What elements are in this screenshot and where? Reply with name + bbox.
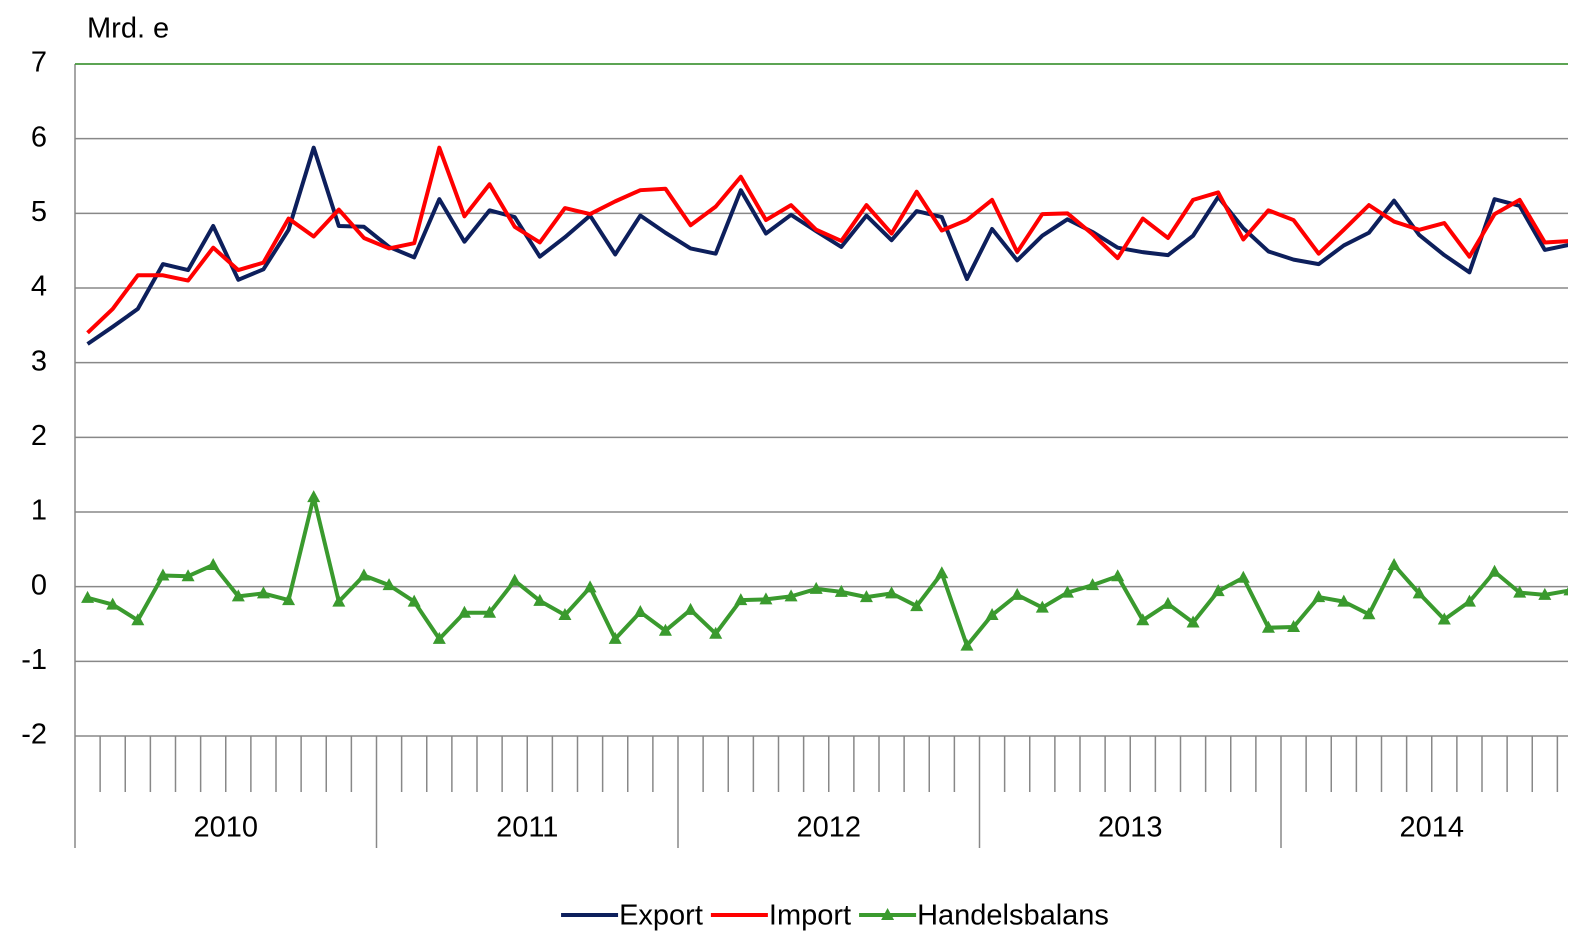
- point-marker: [960, 638, 974, 651]
- point-marker: [1111, 569, 1125, 582]
- axes: -2 -1 0 1 2 3 4 5 6 7 2010 2011 2012 2013 2014: [21, 47, 1568, 848]
- point-marker: [457, 605, 471, 618]
- y-tick-label: 4: [31, 271, 47, 303]
- point-marker: [407, 594, 421, 607]
- point-marker: [734, 593, 748, 606]
- legend-item: Handelsbalans: [859, 900, 1109, 932]
- series-line: [86, 145, 1568, 335]
- point-marker: [859, 590, 873, 603]
- point-marker: [1538, 587, 1552, 600]
- point-marker: [1362, 607, 1376, 620]
- point-marker: [583, 580, 597, 593]
- y-tick-label: 2: [31, 420, 47, 452]
- legend-label: Export: [619, 900, 703, 932]
- point-marker: [1287, 619, 1301, 632]
- point-marker: [834, 584, 848, 597]
- plot: [81, 145, 1568, 651]
- point-marker: [1337, 594, 1351, 607]
- point-marker: [658, 623, 672, 636]
- point-marker: [1010, 587, 1024, 600]
- point-marker: [1387, 558, 1401, 571]
- point-marker: [558, 608, 572, 621]
- point-marker: [483, 605, 497, 618]
- point-marker: [1437, 612, 1451, 625]
- point-marker: [885, 586, 899, 599]
- point-marker: [1211, 584, 1225, 597]
- point-marker: [382, 578, 396, 591]
- point-marker: [1513, 585, 1527, 598]
- point-marker: [533, 593, 547, 606]
- y-tick-label: 3: [31, 345, 47, 377]
- point-marker: [181, 569, 195, 582]
- point-marker: [1161, 596, 1175, 609]
- point-marker: [231, 589, 245, 602]
- series-line: [86, 145, 1568, 346]
- year-label: 2012: [796, 812, 861, 844]
- point-marker: [357, 568, 371, 581]
- legend-item: Export: [561, 900, 703, 932]
- point-marker: [307, 490, 321, 503]
- point-marker: [1136, 613, 1150, 626]
- point-marker: [608, 631, 622, 644]
- point-marker: [910, 599, 924, 612]
- y-tick-label: 5: [31, 196, 47, 228]
- point-marker: [709, 626, 723, 639]
- y-tick-label: 7: [31, 47, 47, 79]
- point-marker: [1060, 585, 1074, 598]
- point-marker: [156, 568, 170, 581]
- point-marker: [985, 608, 999, 621]
- year-label: 2011: [496, 812, 558, 844]
- point-marker: [1312, 590, 1326, 603]
- year-label: 2014: [1399, 812, 1464, 844]
- year-label: 2010: [193, 812, 258, 844]
- legend-item: Import: [710, 900, 851, 932]
- y-tick-label: 0: [31, 569, 47, 601]
- point-marker: [206, 558, 220, 571]
- y-tick-label: 6: [31, 121, 47, 153]
- point-marker: [332, 594, 346, 607]
- point-marker: [81, 590, 95, 603]
- point-marker: [684, 602, 698, 615]
- series-line: [87, 495, 1568, 648]
- point-marker: [1236, 570, 1250, 583]
- point-marker: [809, 581, 823, 594]
- point-marker: [1186, 615, 1200, 628]
- point-marker: [131, 613, 145, 626]
- point-marker: [1035, 600, 1049, 613]
- legend-marker: [881, 908, 895, 920]
- legend-label: Import: [769, 900, 851, 932]
- point-marker: [1261, 620, 1275, 633]
- unit-label: Mrd. e: [87, 13, 169, 45]
- point-marker: [935, 566, 949, 579]
- point-marker: [759, 592, 773, 605]
- point-marker: [1462, 594, 1476, 607]
- point-marker: [784, 589, 798, 602]
- y-tick-label: 1: [31, 495, 47, 527]
- point-marker: [508, 573, 522, 586]
- point-marker: [1412, 586, 1426, 599]
- year-label: 2013: [1098, 812, 1163, 844]
- point-marker: [1086, 578, 1100, 591]
- point-marker: [1488, 564, 1502, 577]
- grid: [75, 63, 1568, 737]
- point-marker: [432, 631, 446, 644]
- point-marker: [106, 597, 120, 610]
- point-marker: [633, 605, 647, 618]
- legend: Export Import Handelsbalans: [561, 900, 1109, 932]
- legend-label: Handelsbalans: [917, 900, 1109, 932]
- point-marker: [1563, 586, 1568, 596]
- y-tick-label: -2: [21, 719, 47, 751]
- point-marker: [256, 586, 270, 599]
- y-tick-label: -1: [21, 644, 47, 676]
- point-marker: [282, 593, 296, 606]
